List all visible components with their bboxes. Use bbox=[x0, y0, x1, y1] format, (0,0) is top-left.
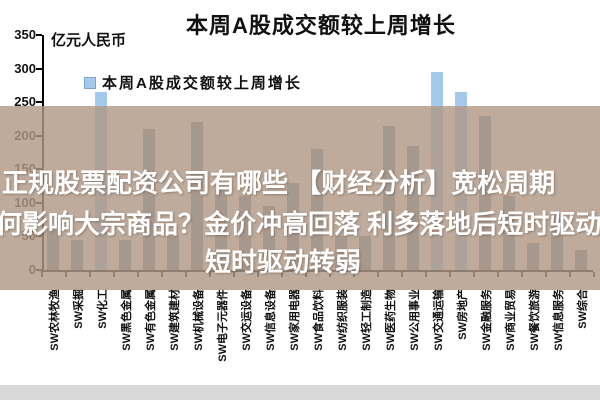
y-tick-label: 350 bbox=[14, 27, 36, 42]
chart-title: 本周A股成交额较上周增长 bbox=[186, 13, 456, 38]
x-axis-label-text: SW有色金属 bbox=[145, 289, 157, 351]
y-tick-mark bbox=[36, 67, 42, 70]
x-axis-label-text: SW电子元器件 bbox=[217, 289, 229, 362]
x-axis-label-text: SW交通运输 bbox=[433, 289, 445, 351]
headline-overlay-band bbox=[0, 106, 600, 290]
x-axis-label-text: SW综合 bbox=[577, 289, 589, 329]
x-axis-label-text: SW纺织服装 bbox=[337, 289, 349, 351]
legend-swatch bbox=[84, 76, 96, 89]
x-axis-label-text: SW餐饮旅游 bbox=[529, 289, 541, 351]
bottom-strip bbox=[0, 385, 600, 400]
y-tick-label: 250 bbox=[14, 94, 36, 110]
y-tick-mark bbox=[36, 34, 42, 36]
legend-label: 本周A股成交额较上周增长 bbox=[102, 75, 302, 92]
y-axis-unit-label: 亿元人民币 bbox=[51, 32, 127, 49]
x-axis-label-text: SW信息服务 bbox=[553, 289, 565, 351]
x-axis-label-text: SW家用电器 bbox=[289, 289, 301, 351]
x-axis-label-text: SW农林牧渔 bbox=[49, 289, 61, 351]
x-axis-label-text: SW化工 bbox=[97, 289, 109, 329]
headline-line-3: 短时驱动转弱 bbox=[205, 247, 362, 277]
y-tick-label: 300 bbox=[14, 60, 36, 76]
x-axis-label-text: SW食品饮料 bbox=[313, 289, 325, 351]
x-axis-label-text: SW黑色金属 bbox=[121, 289, 133, 351]
legend: 本周A股成交额较上周增长 bbox=[84, 72, 302, 93]
x-axis-label-text: SW房地产 bbox=[457, 289, 469, 340]
x-axis-label-text: SW交运设备 bbox=[241, 289, 253, 351]
x-axis-label-text: SW商业贸易 bbox=[505, 289, 517, 351]
y-tick-mark bbox=[36, 101, 42, 104]
x-axis-label-text: SW公用事业 bbox=[409, 289, 421, 351]
x-axis-label-text: SW采掘 bbox=[73, 289, 85, 329]
x-axis-label-text: SW机械设备 bbox=[193, 289, 205, 351]
x-axis-label-text: SW轻工制造 bbox=[361, 289, 373, 351]
headline-line-2: 何影响大宗商品？金价冲高回落 利多落地后短时驱动 bbox=[0, 209, 600, 239]
x-axis-label: SW综合 bbox=[574, 288, 600, 329]
x-axis-label-text: SW信息设备 bbox=[265, 289, 277, 351]
x-axis-label-text: SW金融服务 bbox=[481, 289, 493, 351]
x-axis-label-text: SW医药生物 bbox=[385, 289, 397, 351]
headline-line-1: 正规股票配资公司有哪些 【财经分析】宽松周期 bbox=[2, 168, 556, 198]
x-axis-label-text: SW建筑建材 bbox=[169, 289, 181, 351]
